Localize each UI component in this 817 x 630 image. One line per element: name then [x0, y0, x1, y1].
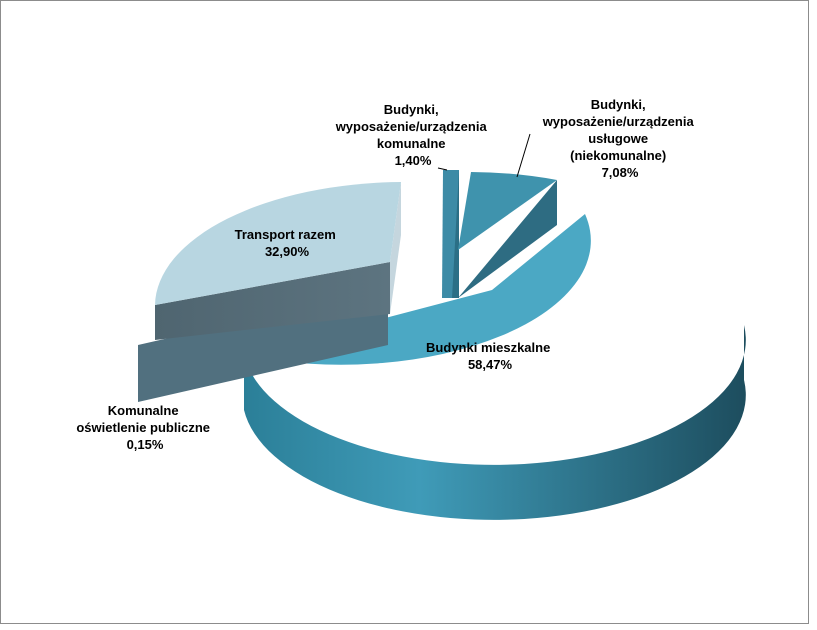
slice-side-mieszkalne [244, 325, 746, 520]
slice-side-transport-front [155, 262, 390, 340]
leader-line-komunalne [437, 167, 448, 171]
label-line: 32,90% [265, 244, 310, 259]
label-line: Transport razem [235, 227, 336, 242]
label-budynki-mieszkalne: Budynki mieszkalne 58,47% [426, 340, 554, 372]
label-line: oświetlenie publiczne [76, 420, 210, 435]
slice-top-mieszkalne [244, 214, 591, 365]
label-line: 1,40% [395, 153, 432, 168]
label-line: 58,47% [468, 357, 513, 372]
slice-side-transport-inner [390, 182, 401, 314]
slice-top-transport [155, 182, 401, 305]
slice-edge-komunalne [452, 170, 459, 298]
slice-side-uslugowe [458, 180, 557, 298]
label-budynki-uslugowe: Budynki, wyposażenie/urządzenia usługowe… [542, 97, 698, 180]
leader-line-uslugowe [516, 133, 531, 178]
slice-top-uslugowe [458, 172, 557, 250]
label-transport: Transport razem 32,90% [235, 227, 340, 259]
label-line: Budynki, [591, 97, 646, 112]
label-line: usługowe [588, 131, 648, 146]
slice-budynki-mieszkalne[interactable] [244, 214, 746, 520]
slice-budynki-uslugowe[interactable] [458, 172, 557, 298]
label-line: (niekomunalne) [570, 148, 666, 163]
label-line: wyposażenie/urządzenia [335, 119, 488, 134]
slice-budynki-komunalne[interactable] [442, 170, 459, 298]
slice-transport[interactable] [155, 182, 401, 340]
label-line: 7,08% [602, 165, 639, 180]
label-line: 0,15% [127, 437, 164, 452]
label-line: Komunalne [108, 403, 179, 418]
label-budynki-komunalne: Budynki, wyposażenie/urządzenia komunaln… [335, 102, 491, 168]
label-line: wyposażenie/urządzenia [542, 114, 695, 129]
label-line: Budynki mieszkalne [426, 340, 550, 355]
label-line: komunalne [377, 136, 446, 151]
label-oswietlenie-publiczne: Komunalne oświetlenie publiczne 0,15% [76, 403, 213, 452]
label-line: Budynki, [384, 102, 439, 117]
